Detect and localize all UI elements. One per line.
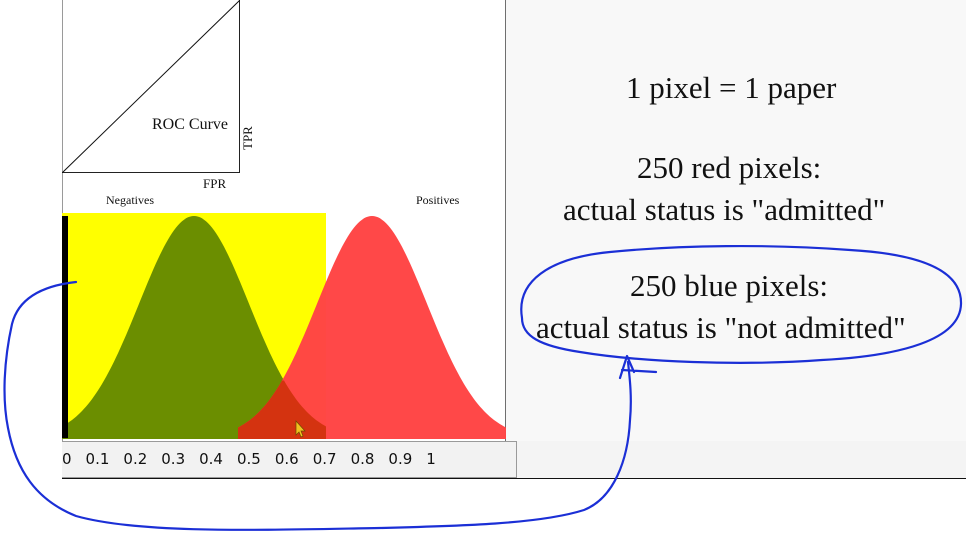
x-axis-ticks: 0 0.1 0.2 0.3 0.4 0.5 0.6 0.7 0.8 0.9 1 bbox=[62, 450, 450, 468]
blue-pixels-status: actual status is "not admitted" bbox=[536, 310, 906, 345]
x-axis-tick: 0.9 bbox=[388, 450, 413, 468]
roc-x-label: FPR bbox=[203, 176, 227, 191]
threshold-base bbox=[239, 433, 326, 439]
x-axis-tick: 0.4 bbox=[199, 450, 223, 468]
x-axis-tick: 0.3 bbox=[161, 450, 186, 468]
x-axis-tick: 0.7 bbox=[312, 450, 337, 468]
x-axis-tick: 0.5 bbox=[236, 450, 261, 468]
x-axis-tick: 0.1 bbox=[85, 450, 110, 468]
distribution-plot[interactable] bbox=[62, 213, 506, 439]
threshold-slider-handle[interactable] bbox=[62, 216, 68, 438]
positives-label: Positives bbox=[416, 193, 460, 207]
pixel-note: 1 pixel = 1 paper bbox=[626, 70, 837, 105]
bottom-divider bbox=[62, 478, 966, 479]
x-axis-tick: 1 bbox=[426, 450, 436, 468]
roc-chart bbox=[62, 0, 240, 173]
roc-y-label: TPR bbox=[240, 126, 255, 150]
x-axis-strip: 0 0.1 0.2 0.3 0.4 0.5 0.6 0.7 0.8 0.9 1 bbox=[62, 441, 517, 478]
toolbar-strip bbox=[517, 441, 966, 478]
x-axis-tick: 0.6 bbox=[274, 450, 299, 468]
roc-title: ROC Curve bbox=[152, 116, 228, 133]
x-axis-tick: 0.2 bbox=[123, 450, 148, 468]
negatives-label: Negatives bbox=[106, 193, 154, 207]
roc-diagonal-line bbox=[62, 0, 240, 173]
red-pixels-status: actual status is "admitted" bbox=[563, 192, 886, 227]
red-pixels-heading: 250 red pixels: bbox=[637, 150, 822, 185]
x-axis-tick: 0 bbox=[62, 450, 72, 468]
x-axis-tick: 0.8 bbox=[350, 450, 375, 468]
blue-pixels-heading: 250 blue pixels: bbox=[630, 268, 829, 303]
